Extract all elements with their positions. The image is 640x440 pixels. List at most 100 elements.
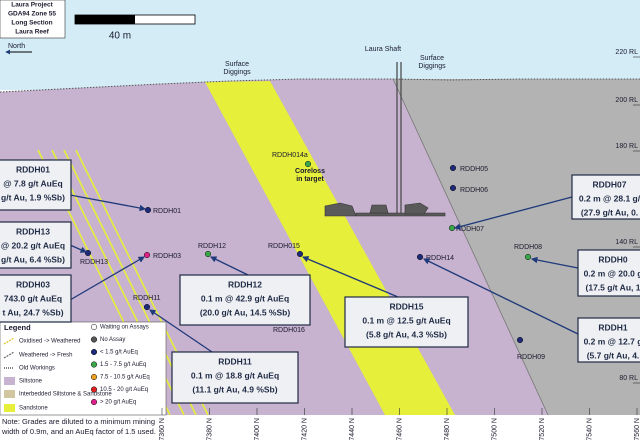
northing-label: 5927480 N [444,418,451,440]
callout-box [344,296,469,348]
legend-assay: 7.5 - 10.5 g/t AuEq [100,375,150,381]
hole-label: RDDH06 [460,187,488,194]
drill-hole [448,224,456,232]
northing-label: 5927400 N [254,418,261,440]
northing-label: 5927540 N [586,418,593,440]
hole-label: RDDH09 [517,354,545,361]
callout-line: RDDH11 [218,356,252,366]
callout-arrow [149,309,213,353]
callout-arrow [69,194,147,212]
legend-geology: Oxidised -> Weathered [19,339,80,345]
legend-assay: No Assay [100,337,125,343]
callout-box [171,351,299,404]
legend-dot [90,348,98,356]
callout-line: 0.1 m @ 18.8 g/t AuEq [191,370,279,380]
rl-label: 200 RL [615,97,638,104]
callout-line: RDDH0 [598,254,628,264]
northing-label: 5927520 N [539,418,546,440]
callout-line: RDDH03 [16,279,50,289]
rl-label: 180 RL [615,143,638,150]
callout-box [577,249,640,297]
legend-sym [4,390,15,398]
northing-label: 5927420 N [301,418,308,440]
callout-box [0,221,72,269]
callout-line: 0.1 m @ 42.9 g/t AuEq [201,293,289,303]
northing-label: 5927360 N [159,418,166,440]
drill-hole [296,250,304,258]
callout-arrow [69,256,145,301]
callout-line: RDDH15 [389,301,423,311]
hole-label: RDDH016 [273,327,305,334]
drill-hole [144,206,152,214]
callout-arrow [530,256,579,269]
callout-line: 0.1 m @ 12.5 g/t AuEq [362,315,450,325]
legend-box [0,321,167,416]
legend-sym [3,351,15,359]
hole-label: RDDH05 [460,166,488,173]
drill-hole [143,251,151,259]
callout-box [571,174,640,220]
callout-box [577,317,640,363]
callout-line: (17.5 g/t Au, 1 [586,282,640,292]
surface-label: Surface [225,61,249,68]
callout-line: RDDH12 [228,279,262,289]
hole-label: RDDH12 [198,243,226,250]
callout-arrow [69,244,87,253]
drill-hole [84,249,92,257]
legend-geology: Weathered -> Fresh [19,353,72,359]
hole-label: RDDH08 [514,244,542,251]
callout-line: (20.0 g/t Au, 14.5 %Sb) [200,307,291,317]
weathering-boundary [392,78,549,416]
shaft-label: Laura Shaft [365,46,401,53]
legend-assay: 10.5 - 20 g/t AuEq [100,387,148,393]
callout-line: @ 20.2 g/t AuEq [1,240,65,250]
callout-line: RDDH1 [598,322,628,332]
callout-line: (5.8 g/t Au, 4.3 %Sb) [366,329,447,339]
callout-box [179,274,311,326]
scale-bar [75,15,135,24]
drill-hole [516,336,524,344]
surface-label: Diggings [418,63,446,70]
callout-line: (27.9 g/t Au, 0. [581,207,638,217]
northing-label: 5927380 N [206,418,213,440]
legend-dot [90,323,98,331]
header-line: Laura Reef [15,29,49,36]
note: width of 0.9m, and an AuEq factor of 1.5… [1,427,156,436]
callout-line: (5.7 g/t Au, 4. [587,350,640,360]
legend-title: Legend [4,323,31,332]
northing-label: 5927440 N [349,418,356,440]
callout-line: 0.2 m @ 12.7 g [584,336,640,346]
header-line: Long Section [11,20,52,27]
hole-label: RDDH015 [268,243,300,250]
legend-geology: Old Workings [19,366,55,372]
hole-label: RDDH14 [426,255,454,262]
scale-label: 40 m [109,31,131,42]
callout-line: 0.2 m @ 28.1 g/ [579,193,640,203]
hole-label: RDDH11 [133,295,161,302]
legend-assay: < 1.5 g/t AuEq [100,350,138,356]
callout-line: RDDH13 [16,226,50,236]
callout-line: 743.0 g/t AuEq [4,293,62,303]
hole-label: RDDH014a [272,152,308,159]
callout-line: @ 7.8 g/t AuEq [3,178,62,188]
legend-dot [90,336,98,343]
callout-line: t Au, 24.7 %Sb) [2,307,63,317]
hole-label: RDDH13 [80,259,108,266]
legend-sym [3,337,15,345]
hole-note: in target [296,176,324,183]
legend-sym [4,404,15,412]
legend-dot [90,398,98,406]
header-line: GDA94 Zone 55 [8,11,56,18]
northing-label: 5927560 N [634,418,640,440]
topography [0,78,640,93]
north-label: North [8,43,25,50]
callout-line: RDDH07 [592,179,626,189]
legend-sym [4,377,15,385]
callout-line: g/t Au, 6.4 %Sb) [1,254,65,264]
legend-assay: Waiting on Assays [100,325,149,331]
hole-label: RDDH01 [153,208,181,215]
hole-label: RDDH03 [153,253,181,260]
callout-line: 0.2 m @ 20.0 g [584,268,640,278]
hole-note: Coreloss [295,168,325,175]
